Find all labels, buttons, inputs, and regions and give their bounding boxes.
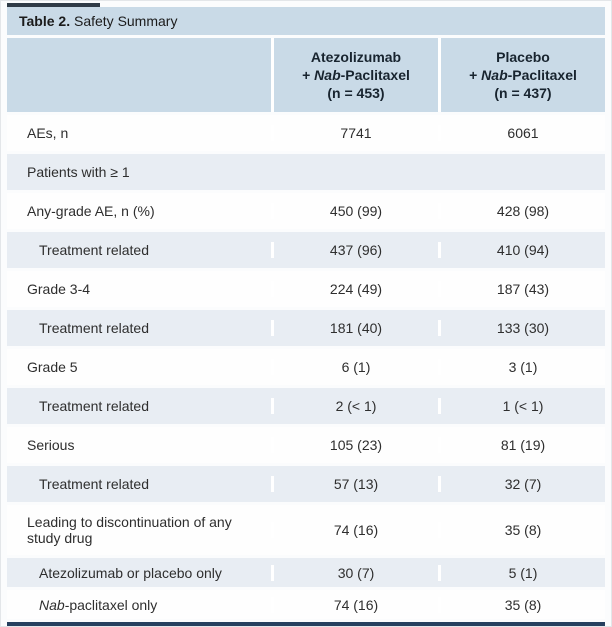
section-row-patients-with-ge1: Patients with ≥ 1 — [7, 154, 605, 190]
table-row-atezolizumab-or-placebo-only: Atezolizumab or placebo only 30 (7) 5 (1… — [7, 558, 605, 587]
table-row-any-grade-ae: Any-grade AE, n (%) 450 (99) 428 (98) — [7, 193, 605, 229]
bottom-border — [7, 622, 605, 626]
arm-combination: + Nab-Paclitaxel — [469, 67, 577, 83]
value-placebo: 5 (1) — [438, 564, 605, 581]
value-atezolizumab: 2 (< 1) — [271, 398, 438, 414]
table-title-text: Safety Summary — [70, 13, 178, 29]
arm-combination: + Nab-Paclitaxel — [302, 67, 410, 83]
value-placebo: 187 (43) — [438, 281, 605, 297]
table-number-label: Table 2. — [19, 13, 71, 29]
table-row-grade-5: Grade 5 6 (1) 3 (1) — [7, 349, 605, 385]
arm-n: (n = 437) — [494, 85, 552, 101]
table-row-serious: Serious 105 (23) 81 (19) — [7, 427, 605, 463]
row-label: Grade 3-4 — [27, 281, 91, 297]
table-row-discontinuation: Leading to discontinuation of any study … — [7, 505, 605, 555]
value-atezolizumab: 74 (16) — [271, 522, 438, 538]
value-placebo: 35 (8) — [438, 522, 605, 538]
value-placebo: 133 (30) — [438, 320, 605, 336]
value-atezolizumab: 450 (99) — [271, 203, 438, 219]
header-atezolizumab-arm: Atezolizumab + Nab-Paclitaxel (n = 453) — [271, 38, 438, 112]
table-row-treatment-related-any-grade: Treatment related 437 (96) 410 (94) — [7, 232, 605, 268]
arm-name: Atezolizumab — [310, 49, 402, 65]
value-atezolizumab: 7741 — [271, 125, 438, 141]
top-border-segment — [7, 3, 100, 7]
column-header-row: Atezolizumab + Nab-Paclitaxel (n = 453) … — [7, 38, 605, 112]
value-placebo: 1 (< 1) — [438, 398, 605, 414]
value-atezolizumab: 181 (40) — [271, 320, 438, 336]
section-label: Patients with ≥ 1 — [27, 164, 130, 180]
value-atezolizumab: 105 (23) — [271, 437, 438, 453]
value-placebo: 3 (1) — [438, 359, 605, 375]
row-label: Any-grade AE, n (%) — [27, 203, 155, 219]
table-row-treatment-related-serious: Treatment related 57 (13) 32 (7) — [7, 466, 605, 502]
row-label: Treatment related — [39, 242, 149, 258]
table-row-grade-3-4: Grade 3-4 224 (49) 187 (43) — [7, 271, 605, 307]
row-label: AEs, n — [27, 125, 69, 141]
header-placebo-arm: Placebo + Nab-Paclitaxel (n = 437) — [438, 38, 605, 112]
value-placebo: 81 (19) — [438, 437, 605, 453]
value-atezolizumab: 224 (49) — [271, 281, 438, 297]
row-label: Treatment related — [39, 476, 149, 492]
table-row-treatment-related-grade-3-4: Treatment related 181 (40) 133 (30) — [7, 310, 605, 346]
value-placebo: 32 (7) — [438, 476, 605, 492]
value-atezolizumab: 74 (16) — [271, 596, 438, 613]
value-atezolizumab: 30 (7) — [271, 564, 438, 581]
value-placebo: 35 (8) — [438, 596, 605, 613]
table-title: Table 2. Safety Summary — [7, 7, 605, 35]
row-label: Atezolizumab or placebo only — [39, 564, 222, 581]
arm-n: (n = 453) — [327, 85, 385, 101]
value-atezolizumab: 57 (13) — [271, 476, 438, 492]
header-empty-cell — [7, 38, 271, 112]
row-label: Treatment related — [39, 320, 149, 336]
row-label: Grade 5 — [27, 359, 78, 375]
row-label: Treatment related — [39, 398, 149, 414]
value-atezolizumab: 437 (96) — [271, 242, 438, 258]
value-atezolizumab: 6 (1) — [271, 359, 438, 375]
arm-name: Placebo — [496, 49, 550, 65]
value-placebo: 6061 — [438, 125, 605, 141]
table-row-treatment-related-grade-5: Treatment related 2 (< 1) 1 (< 1) — [7, 388, 605, 424]
value-placebo: 428 (98) — [438, 203, 605, 219]
table-row-nab-paclitaxel-only: Nab -paclitaxel only 74 (16) 35 (8) — [7, 590, 605, 619]
row-label: Serious — [27, 437, 75, 453]
value-placebo: 410 (94) — [438, 242, 605, 258]
row-label: Nab -paclitaxel only — [39, 596, 158, 613]
row-label: Leading to discontinuation of any study … — [27, 514, 232, 546]
table-row-aes-n: AEs, n 7741 6061 — [7, 115, 605, 151]
